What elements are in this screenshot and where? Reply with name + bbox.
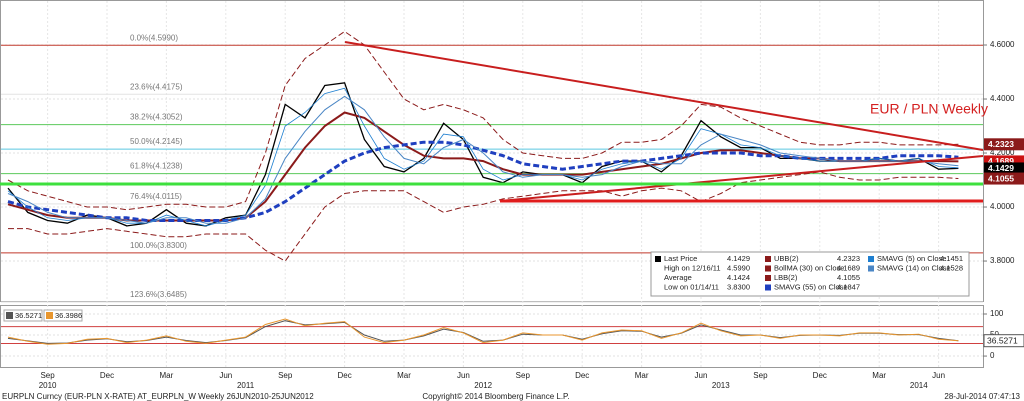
legend-swatch xyxy=(765,284,771,291)
x-tick-label: Mar xyxy=(397,371,411,380)
legend-value: 36.3986 xyxy=(55,311,82,320)
x-tick-label: Mar xyxy=(160,371,174,380)
price-tag-label: 4.1689 xyxy=(988,156,1014,166)
price-tag xyxy=(984,138,1024,151)
trend-line xyxy=(499,155,984,202)
stat-label: High on 12/16/11 xyxy=(664,263,721,272)
y-tick-label: 3.8000 xyxy=(990,256,1015,265)
legend-swatch xyxy=(765,265,771,272)
series-line xyxy=(7,95,959,224)
legend-value: 4.1429 xyxy=(727,254,750,263)
year-label: 2012 xyxy=(474,381,492,390)
price-tag-label: 4.1429 xyxy=(988,163,1014,173)
x-tick-label: Mar xyxy=(635,371,649,380)
y-tick-label: 100 xyxy=(990,309,1004,318)
year-label: 2013 xyxy=(712,381,730,390)
series-line xyxy=(7,87,959,227)
fib-label: 23.6%(4.4175) xyxy=(130,82,183,91)
price-tag-label: 36.5271 xyxy=(987,335,1018,345)
y-tick-label: 4.4000 xyxy=(990,94,1015,103)
x-tick-label: Dec xyxy=(100,371,114,380)
legend-label: BollMA (30) on Close xyxy=(774,263,844,272)
legend-label: Last Price xyxy=(664,254,697,263)
x-tick-label: Dec xyxy=(813,371,827,380)
legend-swatch xyxy=(868,265,874,272)
legend-swatch xyxy=(765,275,771,281)
trend-line xyxy=(344,41,984,151)
year-label: 2011 xyxy=(237,381,255,390)
fib-label: 50.0%(4.2145) xyxy=(130,137,183,146)
x-tick-label: Dec xyxy=(575,371,589,380)
legend-swatch xyxy=(6,312,13,319)
stat-value: 4.1424 xyxy=(727,273,750,282)
x-tick-label: Dec xyxy=(337,371,351,380)
footer-right: 28-Jul-2014 07:47:13 xyxy=(944,392,1020,401)
year-label: 2010 xyxy=(39,381,57,390)
legend-label: UBB(2) xyxy=(774,254,799,263)
y-tick-label: 4.6000 xyxy=(990,40,1015,49)
lower-panel xyxy=(0,305,984,368)
fib-label: 123.6%(3.6485) xyxy=(130,290,187,299)
fib-label: 76.4%(4.0115) xyxy=(130,192,182,201)
legend-value: 4.2323 xyxy=(837,254,860,263)
price-tag xyxy=(984,162,1024,175)
fib-label: 38.2%(4.3052) xyxy=(130,113,183,122)
x-tick-label: Sep xyxy=(278,371,293,380)
series-line xyxy=(8,171,959,262)
fib-label: 61.8%(4.1238) xyxy=(130,162,183,171)
stat-value: 4.5990 xyxy=(727,263,750,272)
legend-swatch xyxy=(868,256,874,262)
y-tick-label: 0 xyxy=(990,351,995,360)
price-tag-label: 4.2323 xyxy=(988,139,1014,149)
stat-value: 3.8300 xyxy=(727,282,750,291)
legend-label: SMAVG (14) on Close xyxy=(877,263,951,272)
series-line xyxy=(7,140,959,222)
legend-swatch xyxy=(765,256,771,262)
legend-value: 4.1055 xyxy=(837,273,860,282)
price-tag-label: 4.1055 xyxy=(988,173,1014,183)
fib-label: 0.0%(4.5990) xyxy=(130,33,178,42)
x-tick-label: Jun xyxy=(219,371,232,380)
y-tick-label: 4.0000 xyxy=(990,202,1015,211)
stat-label: Average xyxy=(664,273,692,282)
series-line xyxy=(7,318,959,345)
legend-label: LBB(2) xyxy=(774,273,798,282)
series-line xyxy=(7,30,959,211)
fib-label: 100.0%(3.8300) xyxy=(130,241,187,250)
x-tick-label: Sep xyxy=(516,371,531,380)
x-tick-label: Sep xyxy=(753,371,768,380)
legend-label: SMAVG (55) on Close xyxy=(774,282,848,291)
legend-value: 4.1689 xyxy=(837,263,860,272)
footer-center: Copyright© 2014 Bloomberg Finance L.P. xyxy=(422,392,569,401)
chart-annotation: EUR / PLN Weekly xyxy=(870,101,988,117)
legend-box xyxy=(3,309,43,322)
legend-swatch xyxy=(46,312,53,319)
stat-label: Low on 01/14/11 xyxy=(664,282,719,291)
legend-value: 4.1528 xyxy=(940,263,963,272)
legend-value: 4.1847 xyxy=(837,282,860,291)
legend-value: 36.5271 xyxy=(15,311,42,320)
x-tick-label: Jun xyxy=(932,371,945,380)
legend-box xyxy=(43,309,83,322)
x-tick-label: Jun xyxy=(695,371,708,380)
year-label: 2014 xyxy=(910,381,928,390)
price-tag xyxy=(983,334,1024,348)
legend-box xyxy=(650,251,970,297)
x-tick-label: Sep xyxy=(40,371,55,380)
x-tick-label: Jun xyxy=(457,371,470,380)
y-tick-label: 4.2000 xyxy=(990,148,1015,157)
price-tag xyxy=(984,172,1024,185)
footer-left: EURPLN Curncy (EUR-PLN X-RATE) AT_EURPLN… xyxy=(2,392,314,401)
x-tick-label: Mar xyxy=(872,371,886,380)
legend-label: SMAVG (5) on Close xyxy=(877,254,946,263)
legend-value: 4.1451 xyxy=(940,254,963,263)
legend-swatch xyxy=(655,256,661,262)
